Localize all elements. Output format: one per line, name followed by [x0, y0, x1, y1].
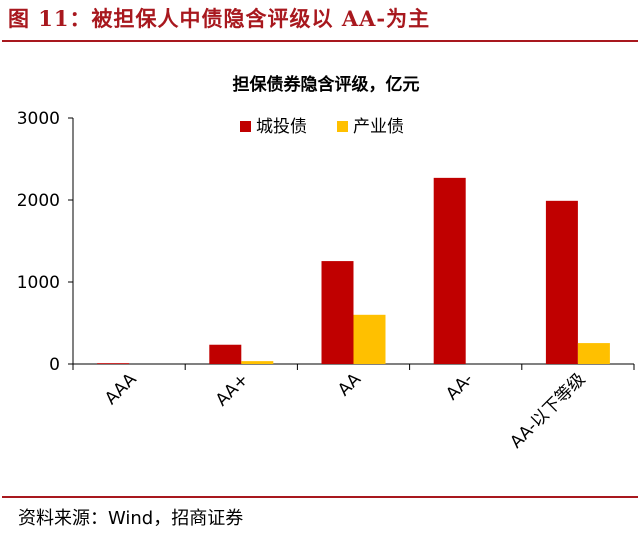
- x-tick-label: AA-: [442, 369, 477, 404]
- bar-chart: 担保债券隐含评级，亿元 0 1000 2000 3000 AAA AA+ AA AA- AA-…: [17, 74, 635, 452]
- source-note: 资料来源：Wind，招商证券: [18, 508, 244, 529]
- y-tick-label: 1000: [17, 273, 60, 293]
- legend-label: 城投债: [256, 117, 307, 137]
- bar-urban: [321, 261, 354, 364]
- footer-divider: [2, 496, 638, 498]
- chart-title: 担保债券隐含评级，亿元: [233, 74, 420, 95]
- legend-swatch: [337, 121, 348, 132]
- bars: [97, 177, 610, 364]
- y-tick-label: 3000: [17, 109, 60, 129]
- bar-industry: [241, 361, 274, 364]
- x-tick-label: AA+: [212, 369, 253, 410]
- figure-title: 图 11：被担保人中债隐含评级以 AA-为主: [8, 6, 431, 31]
- legend-label: 产业债: [353, 117, 404, 137]
- x-tick-label: AA-以下等级: [506, 369, 589, 452]
- bar-urban: [97, 363, 130, 364]
- legend: 城投债 产业债: [240, 117, 404, 137]
- bar-urban: [433, 177, 466, 364]
- x-tick-label: AAA: [101, 369, 141, 409]
- legend-swatch: [240, 121, 251, 132]
- y-tick-label: 2000: [17, 191, 60, 211]
- title-divider: [2, 40, 638, 42]
- bar-urban: [545, 200, 578, 364]
- y-axis: 0 1000 2000 3000: [17, 109, 74, 375]
- bar-industry: [577, 343, 610, 364]
- bar-urban: [209, 344, 242, 364]
- y-tick-label: 0: [49, 355, 60, 375]
- bar-industry: [353, 314, 386, 364]
- x-axis: AAA AA+ AA AA- AA-以下等级: [72, 363, 635, 452]
- x-tick-label: AA: [334, 369, 365, 400]
